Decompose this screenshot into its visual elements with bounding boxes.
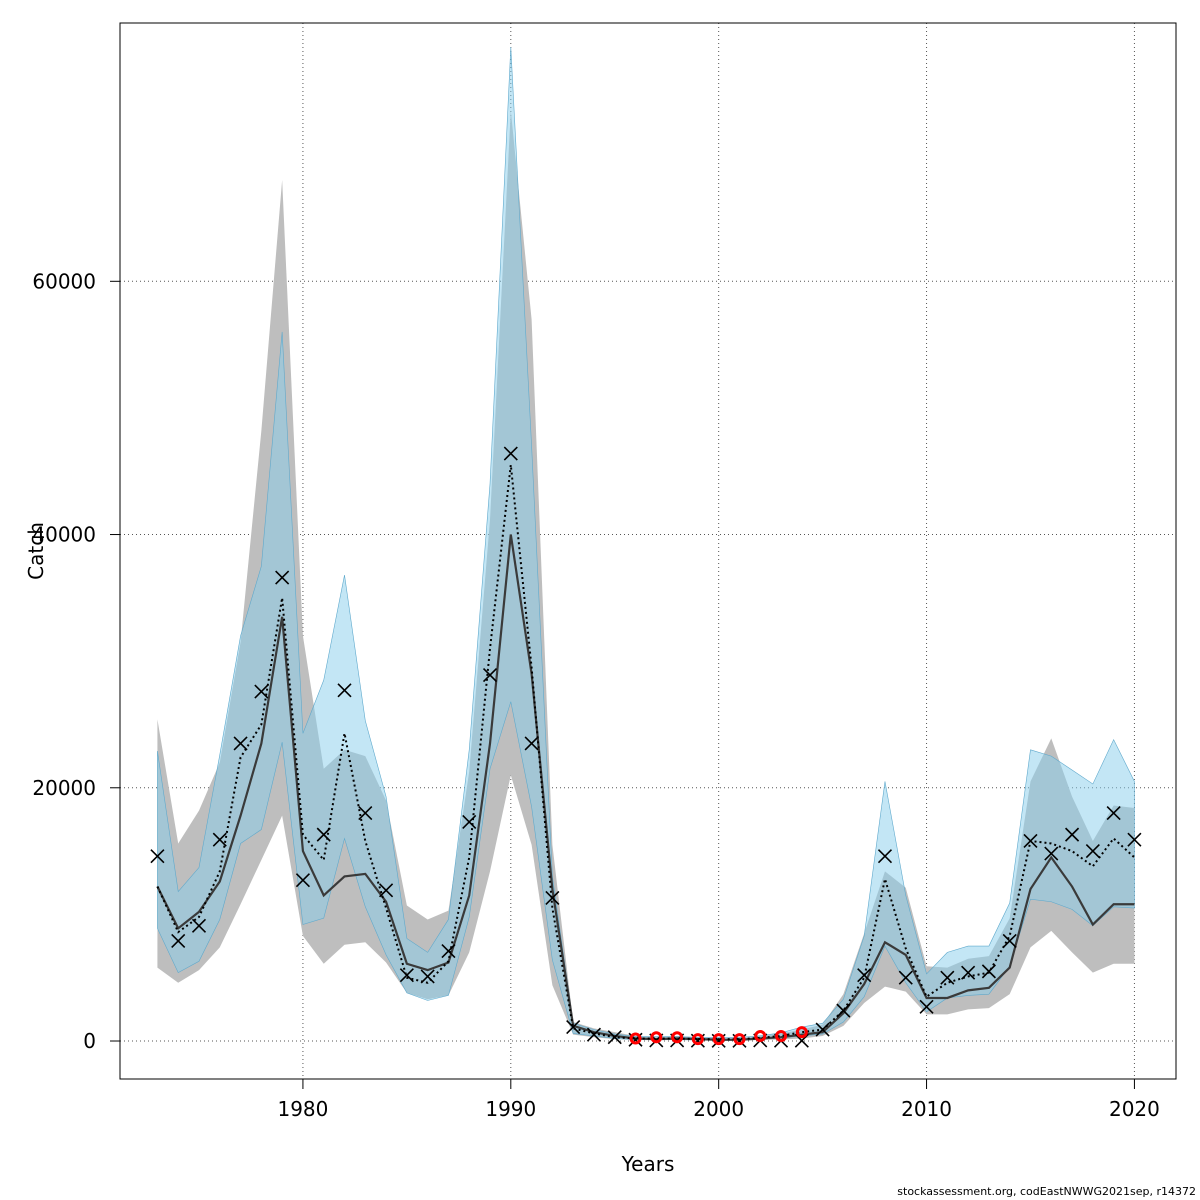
observed-catch-2018 bbox=[1085, 844, 1100, 859]
axis-ticks: 1980 1990 2000 2010 2020 0 20000 40000 60000 bbox=[32, 269, 1160, 1121]
observed-catch-1987 bbox=[441, 944, 456, 959]
observed-catch-2011 bbox=[940, 970, 955, 985]
fixed-point-2003 bbox=[775, 1029, 788, 1042]
observed-catch-1984 bbox=[379, 883, 394, 898]
y-tick-label-40000: 40000 bbox=[32, 523, 96, 547]
x-axis-title: Years bbox=[621, 1152, 675, 1176]
y-tick-label-20000: 20000 bbox=[32, 776, 96, 800]
observed-catch-1988 bbox=[462, 814, 477, 830]
fixed-point-2001 bbox=[733, 1033, 746, 1046]
observation-points bbox=[150, 446, 1142, 1048]
observed-catch-1981 bbox=[316, 827, 331, 842]
fixed-point-1997 bbox=[650, 1031, 663, 1044]
fixed-point-1998 bbox=[671, 1031, 684, 1044]
observed-catch-2009 bbox=[898, 970, 913, 985]
observed-catch-1973 bbox=[150, 849, 165, 864]
y-tick-label-60000: 60000 bbox=[32, 269, 96, 293]
observed-catch-1991 bbox=[524, 736, 539, 751]
observed-catch-1994 bbox=[586, 1027, 602, 1042]
observed-catch-2017 bbox=[1064, 827, 1080, 842]
observed-catch-1985 bbox=[399, 968, 414, 983]
confidence-bands bbox=[157, 47, 1135, 1041]
observed-catch-2007 bbox=[857, 968, 872, 983]
footer-credit: stockassessment.org, codEastNWWG2021sep,… bbox=[897, 1185, 1196, 1198]
observed-catch-2008 bbox=[877, 849, 893, 864]
x-tick-label-2020: 2020 bbox=[1109, 1097, 1160, 1121]
x-tick-label-1990: 1990 bbox=[485, 1097, 536, 1121]
observed-catch-1995 bbox=[607, 1030, 622, 1045]
x-tick-label-2000: 2000 bbox=[693, 1097, 744, 1121]
observed-catch-1990 bbox=[503, 446, 518, 461]
observed-catch-2020 bbox=[1127, 832, 1142, 847]
observed-catch-1974 bbox=[171, 933, 186, 949]
y-axis-title: Catch bbox=[24, 522, 48, 580]
fixed-point-2000 bbox=[712, 1033, 725, 1046]
observed-catch-1989 bbox=[482, 668, 498, 683]
y-tick-label-0: 0 bbox=[83, 1029, 96, 1053]
x-tick-label-2010: 2010 bbox=[901, 1097, 952, 1121]
fixed-point-2002 bbox=[754, 1029, 767, 1042]
line-reference-run bbox=[156, 534, 1135, 1041]
observed-catch-1993 bbox=[566, 1020, 581, 1035]
x-tick-label-1980: 1980 bbox=[277, 1097, 328, 1121]
observed-catch-1983 bbox=[358, 806, 373, 821]
series-lines bbox=[156, 464, 1136, 1041]
observed-catch-1975 bbox=[191, 918, 207, 933]
observed-catch-1980 bbox=[295, 873, 310, 888]
plot-frame bbox=[119, 22, 1177, 1080]
observed-catch-1979 bbox=[275, 570, 290, 585]
observed-catch-1992 bbox=[545, 890, 560, 906]
observed-catch-1977 bbox=[233, 736, 248, 751]
fixed-point-2004 bbox=[795, 1026, 808, 1039]
observed-catch-1978 bbox=[254, 684, 269, 699]
observed-catch-2019 bbox=[1106, 806, 1121, 821]
fixed-point-1999 bbox=[691, 1033, 704, 1046]
observed-catch-2013 bbox=[981, 964, 996, 979]
band-current-run bbox=[157, 47, 1135, 1041]
observed-catch-2012 bbox=[961, 965, 976, 980]
observed-catch-1986 bbox=[420, 969, 435, 984]
observed-catch-2010 bbox=[919, 999, 934, 1014]
fixed-point-1996 bbox=[629, 1032, 642, 1045]
observed-catch-2006 bbox=[836, 1003, 851, 1018]
observed-catch-2016 bbox=[1044, 846, 1059, 861]
observed-catch-1982 bbox=[337, 683, 352, 698]
observed-catch-2015 bbox=[1023, 833, 1038, 849]
observed-catch-1976 bbox=[212, 832, 227, 847]
observed-catch-2005 bbox=[815, 1022, 830, 1037]
observed-catch-2014 bbox=[1002, 933, 1017, 949]
